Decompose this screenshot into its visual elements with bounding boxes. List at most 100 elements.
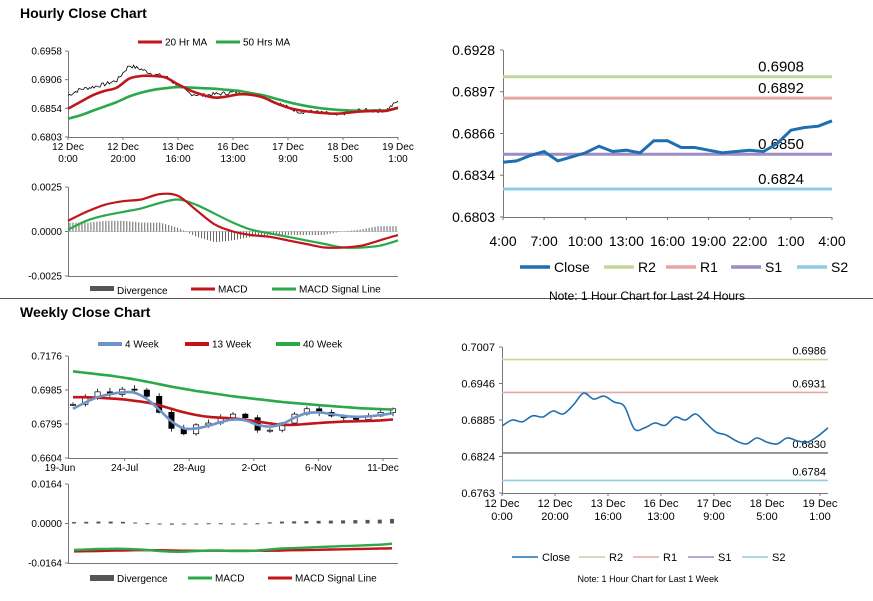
weekly-divergence-bar	[304, 521, 309, 524]
weekly-levels-legend-label: R2	[609, 552, 623, 564]
x-tick-label: 13 Dec	[591, 498, 626, 510]
x-tick-label: 12 Dec	[538, 498, 573, 510]
x-tick-label: 5:00	[756, 511, 777, 523]
hourly-level-r2-label: 0.6908	[758, 59, 804, 76]
weekly-40-series	[72, 370, 394, 411]
x-tick-label: 1:00	[809, 511, 830, 523]
x-tick-label: 16:00	[594, 511, 622, 523]
y-tick-label: 0.6604	[31, 454, 62, 465]
weekly-levels-legend-label: S1	[718, 552, 731, 564]
weekly-legend-4wk-label: 4 Week	[125, 340, 160, 351]
weekly-divergence-bar	[390, 518, 394, 524]
x-tick-label: 13:00	[609, 233, 644, 249]
y-tick-label: 0.6854	[31, 104, 62, 115]
x-tick-label: 1:00	[777, 233, 804, 249]
weekly-level-s2-label: 0.6784	[792, 466, 826, 478]
x-tick-label: 17 Dec	[697, 498, 732, 510]
y-tick-label: 0.6763	[461, 488, 495, 500]
hourly-levels-legend-label: Close	[554, 259, 590, 275]
y-tick-label: 0.6906	[31, 75, 62, 86]
x-tick-label: 1:00	[388, 154, 408, 165]
weekly-divergence-bar	[267, 522, 272, 524]
weekly-levels-legend-label: R1	[663, 552, 677, 564]
weekly-legend-divergence-swatch	[90, 575, 114, 581]
weekly-divergence-bar	[194, 523, 199, 525]
hourly-ma50-series	[67, 85, 399, 120]
y-tick-label: 0.6985	[31, 386, 62, 397]
x-tick-label: 16:00	[165, 154, 190, 165]
hourly-levels-legend-label: R1	[700, 259, 718, 275]
hourly-levels-legend-label: S1	[765, 259, 782, 275]
y-tick-label: 0.7176	[31, 352, 62, 363]
hourly-legend-macd-signal-label: MACD Signal Line	[299, 285, 381, 296]
weekly-legend-13wk-label: 13 Week	[212, 340, 252, 351]
weekly-divergence-bar	[96, 521, 101, 524]
weekly-divergence-bar	[316, 520, 321, 524]
x-tick-label: 12 Dec	[52, 142, 84, 153]
x-tick-label: 13:00	[220, 154, 245, 165]
weekly-legend-macd-signal-label: MACD Signal Line	[295, 574, 377, 585]
weekly-divergence-bar	[120, 521, 125, 524]
y-tick-label: 0.6946	[461, 378, 495, 390]
y-tick-label: 0.7007	[461, 342, 495, 354]
weekly-close-candle	[143, 389, 150, 397]
hourly-levels-legend-label: R2	[638, 259, 656, 275]
weekly-close-candle	[242, 413, 249, 419]
x-tick-label: 12 Dec	[107, 142, 139, 153]
hourly-levels-close-series	[502, 119, 833, 164]
weekly-level-r2-label: 0.6986	[792, 346, 826, 358]
x-tick-label: 13:00	[647, 511, 675, 523]
x-tick-label: 16 Dec	[644, 498, 679, 510]
x-tick-label: 9:00	[703, 511, 724, 523]
x-tick-label: 19 Dec	[382, 142, 414, 153]
x-tick-label: 20:00	[110, 154, 135, 165]
weekly-divergence-bar	[206, 523, 211, 525]
weekly-divergence-bar	[341, 520, 346, 524]
x-tick-label: 16:00	[650, 233, 685, 249]
x-tick-label: 16 Dec	[217, 142, 249, 153]
y-tick-label: 0.0164	[31, 480, 62, 491]
x-tick-label: 18 Dec	[750, 498, 785, 510]
weekly-divergence-bar	[169, 523, 174, 525]
hourly-section-title: Hourly Close Chart	[20, 5, 147, 21]
weekly-divergence-bar	[255, 523, 260, 525]
weekly-divergence-bar	[377, 519, 382, 524]
weekly-divergence-bar	[72, 522, 76, 524]
x-tick-label: 19:00	[691, 233, 726, 249]
hourly-level-r1-label: 0.6892	[758, 80, 804, 97]
x-tick-label: 11-Dec	[367, 463, 399, 474]
weekly-levels-close-series	[501, 392, 829, 445]
x-tick-label: 19-Jun	[45, 463, 76, 474]
x-tick-label: 0:00	[491, 511, 512, 523]
y-tick-label: 0.6866	[452, 125, 495, 141]
y-tick-label: 0.6824	[461, 451, 495, 463]
weekly-divergence-bar	[365, 519, 370, 524]
weekly-divergence-bar	[231, 523, 235, 525]
hourly-legend-ma20-label: 20 Hr MA	[165, 38, 208, 49]
weekly-levels-note: Note: 1 Hour Chart for Last 1 Week	[578, 574, 719, 584]
y-tick-label: 0.0025	[31, 183, 62, 194]
weekly-divergence-bar	[108, 521, 113, 524]
weekly-divergence-bar	[292, 521, 297, 524]
hourly-levels-note: Note: 1 Hour Chart for Last 24 Hours	[549, 289, 745, 303]
x-tick-label: 9:00	[278, 154, 298, 165]
hourly-legend-divergence-swatch	[90, 286, 114, 291]
weekly-macd-series	[73, 542, 393, 553]
weekly-divergence-bar	[157, 523, 162, 525]
x-tick-label: 4:00	[818, 233, 845, 249]
hourly-legend-divergence-label: Divergence	[117, 286, 168, 297]
y-tick-label: 0.6834	[452, 167, 495, 183]
hourly-legend-ma50-label: 50 Hrs MA	[243, 38, 291, 49]
weekly-close-candle	[266, 429, 273, 432]
y-tick-label: 0.6803	[452, 209, 495, 225]
x-tick-label: 28-Aug	[173, 463, 205, 474]
y-tick-label: 0.6795	[31, 420, 62, 431]
x-tick-label: 5:00	[333, 154, 353, 165]
x-tick-label: 24-Jul	[111, 463, 138, 474]
y-tick-label: -0.0164	[28, 559, 62, 570]
y-tick-label: 0.0000	[31, 227, 62, 238]
weekly-legend-divergence-label: Divergence	[117, 574, 168, 585]
weekly-legend-macd-label: MACD	[215, 574, 244, 585]
weekly-divergence-bar	[218, 523, 223, 525]
